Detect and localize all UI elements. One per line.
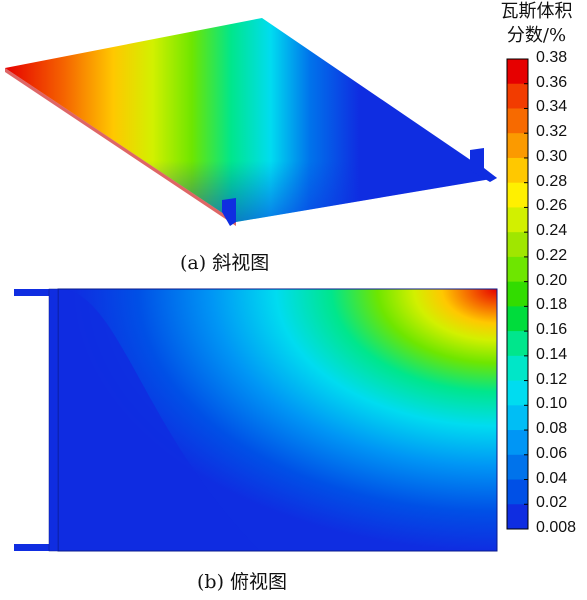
colorbar-segment <box>507 281 528 307</box>
caption-oblique-view: (a) 斜视图 <box>180 252 270 274</box>
colorbar-segment <box>507 207 528 233</box>
colorbar-segment <box>507 454 528 481</box>
colorbar-tick-label: 0.32 <box>536 123 568 141</box>
oblique-view-plot <box>5 18 497 226</box>
colorbar-tick-label: 0.02 <box>536 494 568 512</box>
colorbar-tick-label: 0.36 <box>536 73 568 91</box>
colorbar-tick-label: 0.24 <box>536 222 568 240</box>
colorbar-segment <box>507 306 528 332</box>
colorbar-tick-label: 0.28 <box>536 172 568 190</box>
colorbar-tick-label: 0.26 <box>536 197 568 215</box>
colorbar <box>506 58 529 530</box>
colorbar-segment <box>507 232 528 258</box>
top-view-plot <box>14 288 498 552</box>
colorbar-tick-label: 0.20 <box>536 271 568 289</box>
colorbar-segment <box>507 83 528 109</box>
colorbar-segment <box>507 504 528 530</box>
colorbar-segment <box>507 331 528 357</box>
colorbar-tick-label: 0.12 <box>536 370 568 388</box>
colorbar-segment <box>507 355 528 382</box>
colorbar-tick-label: 0.16 <box>536 321 568 339</box>
colorbar-tick-label: 0.008 <box>536 519 577 536</box>
colorbar-frame <box>506 58 529 530</box>
colorbar-tick-label: 0.04 <box>536 469 568 487</box>
caption-top-view: (b) 俯视图 <box>197 571 288 593</box>
colorbar-segment <box>507 157 528 184</box>
colorbar-segment <box>507 405 528 431</box>
colorbar-tick-label: 0.14 <box>536 345 568 363</box>
colorbar-segment <box>507 256 528 283</box>
colorbar-segment <box>507 133 528 159</box>
colorbar-tick-label: 0.08 <box>536 420 568 438</box>
colorbar-segment <box>507 380 528 406</box>
colorbar-tick-label: 0.18 <box>536 296 568 314</box>
colorbar-segment <box>507 479 528 505</box>
colorbar-tick-label: 0.22 <box>536 246 568 264</box>
colorbar-title: 瓦斯体积 分数/% <box>486 0 587 48</box>
colorbar-tick-label: 0.06 <box>536 444 568 462</box>
colorbar-tick-label: 0.34 <box>536 98 568 116</box>
colorbar-title-line2: 分数/% <box>506 25 567 46</box>
colorbar-segment <box>507 182 528 208</box>
colorbar-segment <box>507 430 528 456</box>
colorbar-tick-label: 0.38 <box>536 49 568 66</box>
colorbar-tick-label: 0.30 <box>536 147 568 165</box>
colorbar-title-line1: 瓦斯体积 <box>500 1 573 22</box>
colorbar-tick-label: 0.10 <box>536 395 568 413</box>
colorbar-segment <box>507 108 528 134</box>
colorbar-segment <box>507 59 528 85</box>
